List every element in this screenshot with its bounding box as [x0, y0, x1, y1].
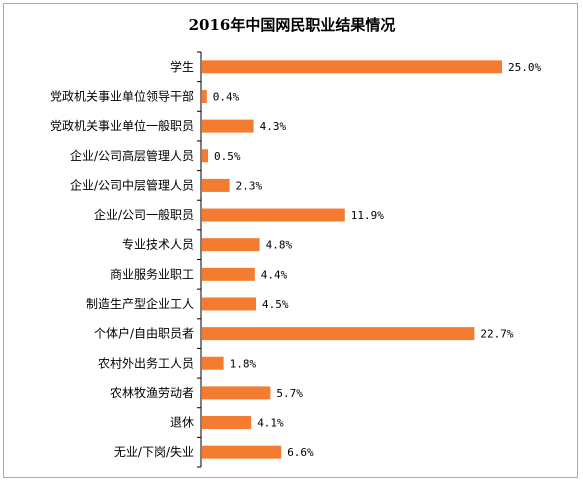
- category-label: 学生: [170, 59, 194, 74]
- value-label: 6.6%: [287, 446, 314, 459]
- category-label: 农村外出务工人员: [98, 355, 194, 370]
- bar: [202, 178, 230, 192]
- bars: [202, 60, 502, 459]
- category-label: 党政机关事业单位领导干部: [50, 88, 194, 103]
- bar: [202, 297, 256, 311]
- category-label: 党政机关事业单位一般职员: [50, 118, 194, 133]
- value-labels: 25.0% 0.4% 4.3% 0.5% 2.3% 11.9% 4.8% 4.4% 4.5% 22…: [213, 61, 542, 459]
- value-label: 0.5%: [214, 150, 241, 163]
- category-labels: 学生党政机关事业单位领导干部党政机关事业单位一般职员企业/公司高层管理人员企业/…: [50, 59, 194, 459]
- value-label: 11.9%: [351, 209, 384, 222]
- bar: [202, 267, 255, 281]
- bar-chart: 2016年中国网民职业结果情况 学生党政机关事业单位领导干部党政机关事业单位一般…: [50, 16, 542, 468]
- value-label: 4.4%: [261, 268, 288, 281]
- category-label: 企业/公司中层管理人员: [70, 177, 194, 192]
- bar: [202, 416, 252, 430]
- category-label: 农林牧渔劳动者: [110, 386, 194, 400]
- bar: [202, 119, 254, 133]
- category-label: 制造生产型企业工人: [86, 296, 194, 311]
- chart-frame: 2016年中国网民职业结果情况 学生党政机关事业单位领导干部 党政机关事业单位一般…: [3, 3, 578, 478]
- bar: [202, 445, 282, 459]
- category-label: 商业服务业职工: [110, 266, 194, 281]
- value-label: 0.4%: [213, 90, 240, 103]
- chart-title: 2016年中国网民职业结果情况: [189, 16, 396, 34]
- category-label: 企业/公司一般职员: [94, 207, 194, 222]
- value-label: 25.0%: [508, 61, 541, 74]
- bar: [202, 60, 502, 74]
- bar: [202, 386, 271, 400]
- bar: [202, 208, 345, 222]
- value-label: 1.8%: [230, 357, 257, 370]
- bar: [202, 89, 207, 103]
- bar: [202, 356, 224, 370]
- category-label: 专业技术人员: [122, 237, 194, 252]
- category-label: 退休: [170, 416, 194, 430]
- value-label: 5.7%: [276, 387, 303, 400]
- category-label: 企业/公司高层管理人员: [70, 148, 194, 163]
- value-label: 4.8%: [266, 239, 293, 252]
- value-label: 22.7%: [480, 328, 513, 341]
- category-label: 无业/下岗/失业: [114, 444, 194, 459]
- value-label: 4.3%: [260, 120, 287, 133]
- value-label: 4.1%: [257, 417, 284, 430]
- bar: [202, 149, 208, 163]
- bar: [202, 238, 260, 252]
- bar: [202, 327, 475, 341]
- category-label: 个体户/自由职员者: [94, 326, 194, 341]
- value-label: 4.5%: [262, 298, 289, 311]
- y-axis-ticks: [197, 51, 201, 468]
- value-label: 2.3%: [236, 179, 263, 192]
